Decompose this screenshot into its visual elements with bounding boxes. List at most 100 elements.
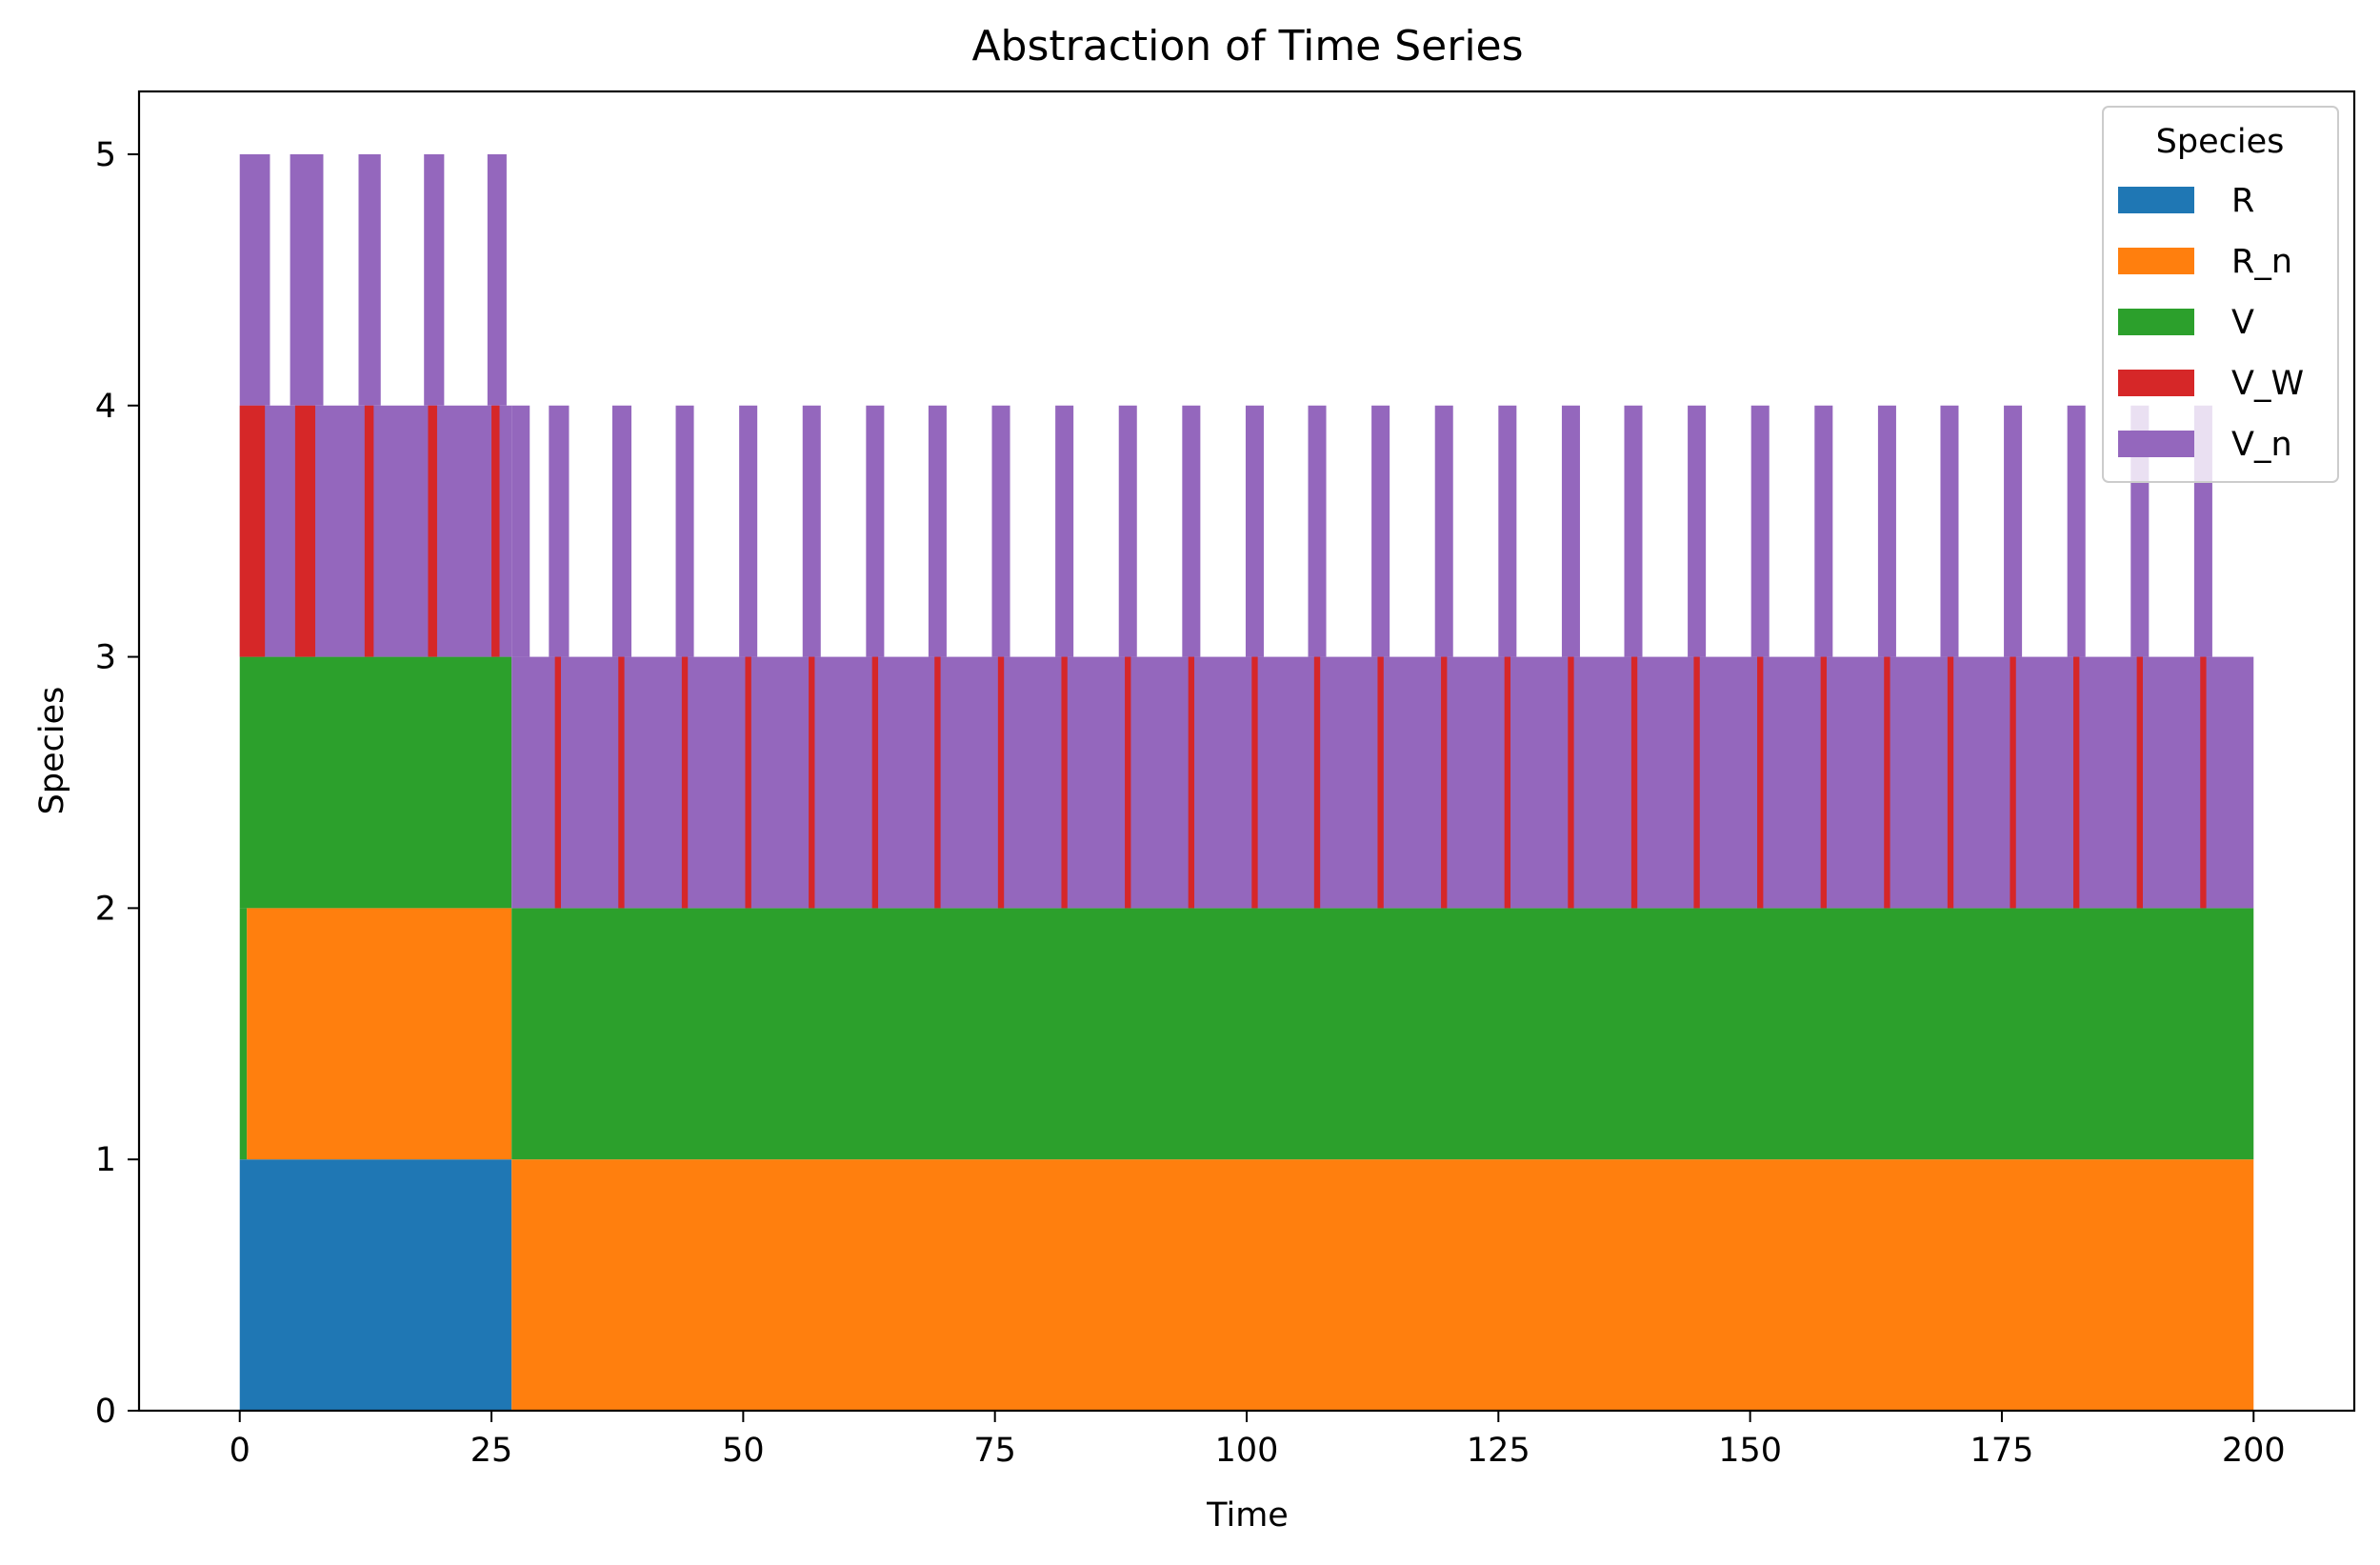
legend-label-r: R [2231,182,2254,220]
bar-v-w-27 [1948,657,1953,909]
bar-v-n-30 [2004,406,2022,657]
legend-swatch-v [2118,309,2194,335]
bar-v-n-20 [1371,406,1390,657]
bar-v-w-6 [618,657,624,909]
bar-r-0 [240,1159,511,1411]
bar-v-0 [240,908,247,1159]
x-tick-label: 175 [1970,1432,2034,1470]
bar-v-w-15 [1189,657,1194,909]
bar-v-n-25 [1688,406,1706,657]
legend-swatch-r [2118,187,2194,213]
bar-v-w-21 [1568,657,1573,909]
bar-v-n-14 [992,406,1010,657]
y-tick-label: 3 [95,639,116,677]
bar-v-n-3 [424,154,444,406]
bar-v-n-6 [511,406,530,657]
legend-swatch-v-w [2118,370,2194,396]
bar-v-w-11 [934,657,940,909]
x-tick-label: 150 [1718,1432,1782,1470]
bar-v-n-8 [612,406,631,657]
bar-v-w-24 [1757,657,1763,909]
legend-swatch-v-n [2118,431,2194,457]
bar-v-n-29 [1940,406,1958,657]
legend-title: Species [2156,123,2285,161]
bar-v-w-14 [1125,657,1130,909]
bar-v-n-21 [1435,406,1453,657]
x-tick-label: 100 [1215,1432,1279,1470]
bar-v-n-5 [240,406,511,657]
bar-v-w-5 [555,657,561,909]
x-tick-label: 0 [230,1432,250,1470]
bar-v-n-28 [1878,406,1896,657]
y-tick-label: 4 [95,388,116,426]
bar-v-n-4 [488,154,507,406]
x-tick-label: 200 [2222,1432,2286,1470]
bar-v-w-31 [2200,657,2206,909]
bar-v-w-7 [682,657,688,909]
bar-v-w-19 [1441,657,1447,909]
bar-v-w-26 [1884,657,1890,909]
y-axis-label: Species [33,687,71,815]
legend-label-v: V [2231,304,2254,342]
y-axis: 0 1 2 3 4 5 [95,136,139,1431]
bar-v-n-22 [1498,406,1516,657]
bar-v-w-30 [2137,657,2143,909]
bar-v-w-23 [1693,657,1699,909]
bar-v-n-27 [1814,406,1832,657]
y-tick-label: 2 [95,890,116,928]
bar-v-n-0 [240,154,270,406]
bar-v-n-9 [676,406,694,657]
legend: Species R R_n V V_W V_n [2103,107,2338,482]
bar-v-w-10 [872,657,878,909]
x-axis: 0 25 50 75 100 125 150 175 200 [230,1411,2286,1470]
y-tick-label: 0 [95,1393,116,1431]
bar-v-w-17 [1314,657,1320,909]
bar-v-n-15 [1055,406,1073,657]
bar-v-w-4 [491,406,499,657]
bar-v-n-11 [803,406,821,657]
legend-swatch-r-n [2118,248,2194,274]
bar-v-2 [511,908,2253,1159]
bar-v-n-10 [739,406,757,657]
bar-v-n-16 [1119,406,1137,657]
bar-v-w-28 [2010,657,2015,909]
bar-v-n-2 [358,154,380,406]
bar-v-w-12 [998,657,1004,909]
legend-box [2103,107,2338,482]
bar-v-w-18 [1377,657,1383,909]
x-axis-label: Time [1206,1496,1289,1535]
bar-v-n-7 [549,406,569,657]
bar-v-w-9 [809,657,814,909]
bar-v-n-1 [290,154,324,406]
bar-v-w-25 [1821,657,1827,909]
legend-label-r-n: R_n [2231,243,2292,281]
bar-v-n-12 [866,406,884,657]
chart-title: Abstraction of Time Series [971,22,1523,70]
bars-layer [240,154,2254,1411]
bar-r-n-0 [247,908,511,1159]
x-tick-label: 25 [470,1432,513,1470]
bar-r-n-1 [511,1159,2253,1411]
bar-v-w-29 [2073,657,2079,909]
legend-label-v-n: V_n [2231,426,2292,464]
bar-v-w-22 [1631,657,1637,909]
bar-v-n-19 [1308,406,1326,657]
x-tick-label: 125 [1467,1432,1530,1470]
y-tick-label: 1 [95,1141,116,1179]
bar-v-w-20 [1505,657,1510,909]
bar-v-n-17 [1182,406,1200,657]
bar-v-w-13 [1061,657,1067,909]
bar-v-n-26 [1751,406,1770,657]
legend-label-v-w: V_W [2231,365,2304,403]
bar-v-w-8 [745,657,750,909]
x-tick-label: 50 [722,1432,765,1470]
y-tick-label: 5 [95,136,116,174]
bar-v-w-0 [240,406,265,657]
bar-v-w-3 [428,406,437,657]
x-tick-label: 75 [973,1432,1016,1470]
bar-v-n-18 [1246,406,1264,657]
bar-v-w-2 [365,406,374,657]
bar-v-n-24 [1624,406,1642,657]
